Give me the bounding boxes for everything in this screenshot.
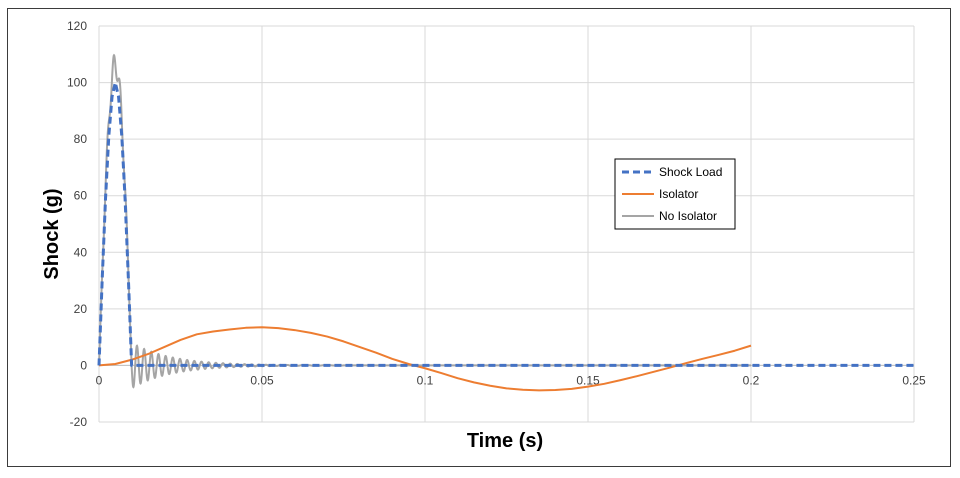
x-tick-label: 0.2 — [743, 373, 760, 387]
series-shock-load — [97, 81, 914, 367]
chart-frame: 0 0.05 0.1 0.15 0.2 0.25 -20 0 20 40 60 80 100 120 S… — [7, 8, 951, 467]
y-tick-label: -20 — [70, 415, 88, 429]
x-tick-label: 0.1 — [417, 373, 434, 387]
y-axis-title: Shock (g) — [41, 188, 63, 279]
series-lines — [97, 53, 914, 392]
x-tick-label: 0.25 — [902, 373, 926, 387]
x-tick-label: 0.15 — [576, 373, 600, 387]
x-tick-label: 0 — [96, 373, 103, 387]
legend-label-no-isolator: No Isolator — [659, 209, 717, 223]
x-tick-labels: 0 0.05 0.1 0.15 0.2 0.25 — [96, 373, 926, 387]
series-isolator — [98, 326, 752, 392]
y-tick-label: 0 — [80, 358, 87, 372]
y-tick-label: 80 — [74, 132, 88, 146]
y-tick-label: 40 — [74, 245, 88, 259]
y-tick-label: 60 — [74, 189, 88, 203]
y-tick-labels: -20 0 20 40 60 80 100 120 — [67, 19, 87, 429]
legend-label-shock-load: Shock Load — [659, 165, 722, 179]
x-axis-title: Time (s) — [467, 430, 543, 452]
y-tick-label: 120 — [67, 19, 87, 33]
shock-chart: 0 0.05 0.1 0.15 0.2 0.25 -20 0 20 40 60 80 100 120 S… — [41, 19, 926, 452]
y-tick-label: 20 — [74, 302, 88, 316]
legend: Shock Load Isolator No Isolator — [614, 158, 736, 230]
x-tick-label: 0.05 — [250, 373, 274, 387]
y-tick-label: 100 — [67, 76, 87, 90]
gridlines — [98, 25, 915, 423]
legend-label-isolator: Isolator — [659, 187, 698, 201]
